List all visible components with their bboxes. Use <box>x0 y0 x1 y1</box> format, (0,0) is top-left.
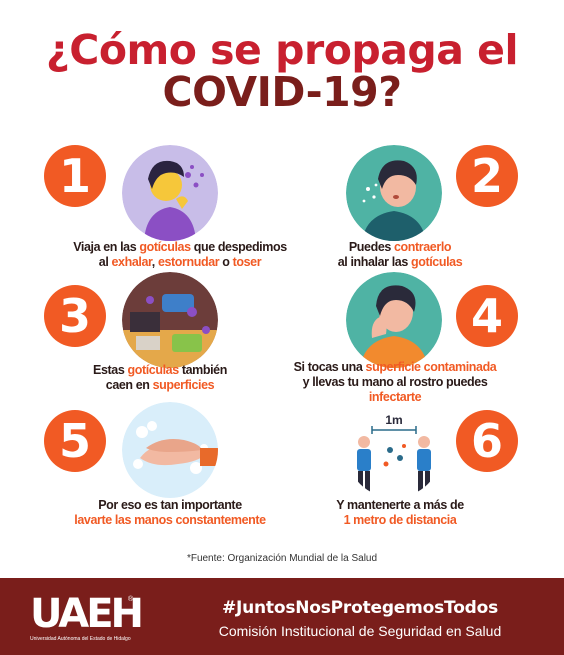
caption-text: Por eso es tan importante <box>98 498 242 512</box>
caption-line: caen en superficies <box>70 378 250 393</box>
logo-subtitle: Universidad Autónoma del Estado de Hidal… <box>30 636 131 642</box>
step-4-caption: Si tocas una superficie contaminada y ll… <box>280 360 510 405</box>
caption-text: Estas <box>93 363 128 377</box>
caption-line: al inhalar las gotículas <box>280 255 520 270</box>
caption-line: Viaja en las gotículas que despedimos <box>60 240 300 255</box>
caption-line: Estas gotículas también <box>70 363 250 378</box>
highlight-text: lavarte las manos constantemente <box>74 513 266 527</box>
step-4-number: 4 <box>456 285 518 347</box>
caption-line: infectarte <box>280 390 510 405</box>
highlight-text: toser <box>232 255 262 269</box>
caption-line: 1 metro de distancia <box>300 513 500 528</box>
caption-text: o <box>219 255 233 269</box>
registered-mark: ® <box>128 596 134 603</box>
step-1-number: 1 <box>44 145 106 207</box>
caption-text: Si tocas una <box>293 360 366 374</box>
caption-text: al inhalar las <box>337 255 411 269</box>
source-note: *Fuente: Organización Mundial de la Salu… <box>186 553 378 564</box>
caption-text: que despedimos <box>190 240 287 254</box>
step-6-caption: Y mantenerte a más de 1 metro de distanc… <box>300 498 500 528</box>
caption-line: Y mantenerte a más de <box>300 498 500 513</box>
step-1-caption: Viaja en las gotículas que despedimos al… <box>60 240 300 270</box>
step-3-caption: Estas gotículas también caen en superfic… <box>70 363 250 393</box>
step-2-number: 2 <box>456 145 518 207</box>
caption-text: también <box>178 363 228 377</box>
step-6-illustration: 1m <box>346 402 442 498</box>
title-line-2: COVID-19? <box>162 67 402 116</box>
commission-name: Comisión Institucional de Seguridad en S… <box>218 623 502 639</box>
caption-line: y llevas tu mano al rostro puedes <box>280 375 510 390</box>
page-title: ¿Cómo se propaga el COVID-19? <box>0 26 564 116</box>
caption-text: Viaja en las <box>73 240 140 254</box>
caption-line: lavarte las manos constantemente <box>50 513 290 528</box>
highlight-text: exhalar <box>111 255 152 269</box>
highlight-text: infectarte <box>368 390 422 404</box>
distance-label: 1m <box>385 413 402 427</box>
highlight-text: 1 metro de distancia <box>343 513 457 527</box>
title-line-1: ¿Cómo se propaga el <box>45 26 519 74</box>
step-4-illustration <box>346 272 442 368</box>
step-6-number: 6 <box>456 410 518 472</box>
highlight-text: superficie contaminada <box>365 360 497 374</box>
uaeh-logo: UAEH <box>30 591 144 637</box>
caption-line: Por eso es tan importante <box>50 498 290 513</box>
step-2-illustration <box>346 145 442 241</box>
step-2-caption: Puedes contraerlo al inhalar las gotícul… <box>280 240 520 270</box>
caption-text: y llevas tu mano al rostro puedes <box>302 375 488 389</box>
step-3-illustration <box>122 272 218 368</box>
step-5-caption: Por eso es tan importante lavarte las ma… <box>50 498 290 528</box>
highlight-text: gotículas <box>410 255 463 269</box>
caption-text: , <box>151 255 158 269</box>
step-1-illustration <box>122 145 218 241</box>
hashtag: #JuntosNosProtegemosTodos <box>221 598 499 618</box>
step-5-illustration <box>122 402 218 498</box>
highlight-text: superficies <box>152 378 215 392</box>
caption-text: al <box>98 255 112 269</box>
caption-line: Puedes contraerlo <box>280 240 520 255</box>
highlight-text: gotículas <box>127 363 179 377</box>
step-3-number: 3 <box>44 285 106 347</box>
caption-text: Puedes <box>348 240 394 254</box>
highlight-text: gotículas <box>139 240 191 254</box>
caption-line: al exhalar, estornudar o toser <box>60 255 300 270</box>
footer-bar: UAEH ® Universidad Autónoma del Estado d… <box>0 578 564 655</box>
highlight-text: estornudar <box>157 255 220 269</box>
caption-text: caen en <box>105 378 153 392</box>
highlight-text: contraerlo <box>394 240 452 254</box>
step-5-number: 5 <box>44 410 106 472</box>
caption-text: Y mantenerte a más de <box>336 498 464 512</box>
caption-line: Si tocas una superficie contaminada <box>280 360 510 375</box>
